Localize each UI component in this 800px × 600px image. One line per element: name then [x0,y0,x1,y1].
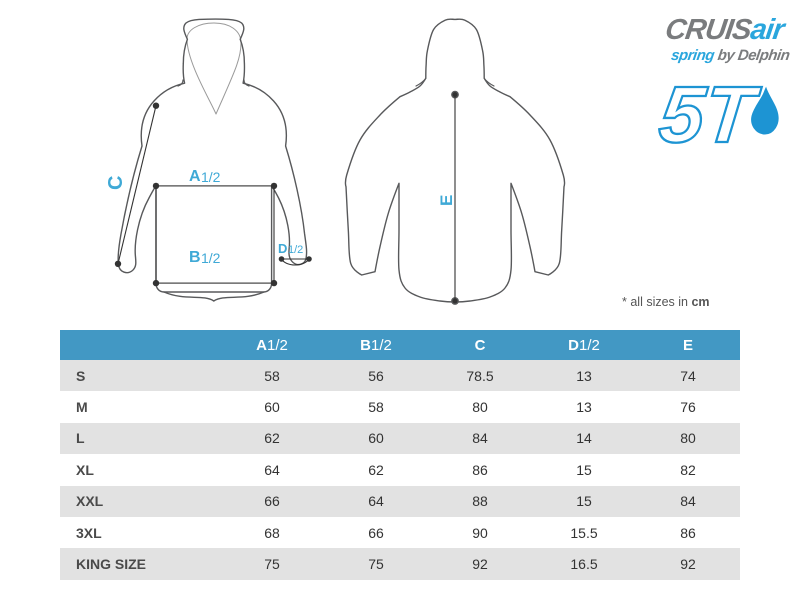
svg-text:1/2: 1/2 [201,169,221,185]
svg-text:C: C [105,176,127,190]
svg-text:1/2: 1/2 [201,250,221,266]
svg-text:1/2: 1/2 [288,244,303,256]
svg-text:A: A [189,168,201,185]
svg-text:E: E [437,195,456,206]
svg-text:B: B [189,249,201,266]
svg-text:5T: 5T [655,69,764,159]
svg-text:D: D [278,241,287,256]
